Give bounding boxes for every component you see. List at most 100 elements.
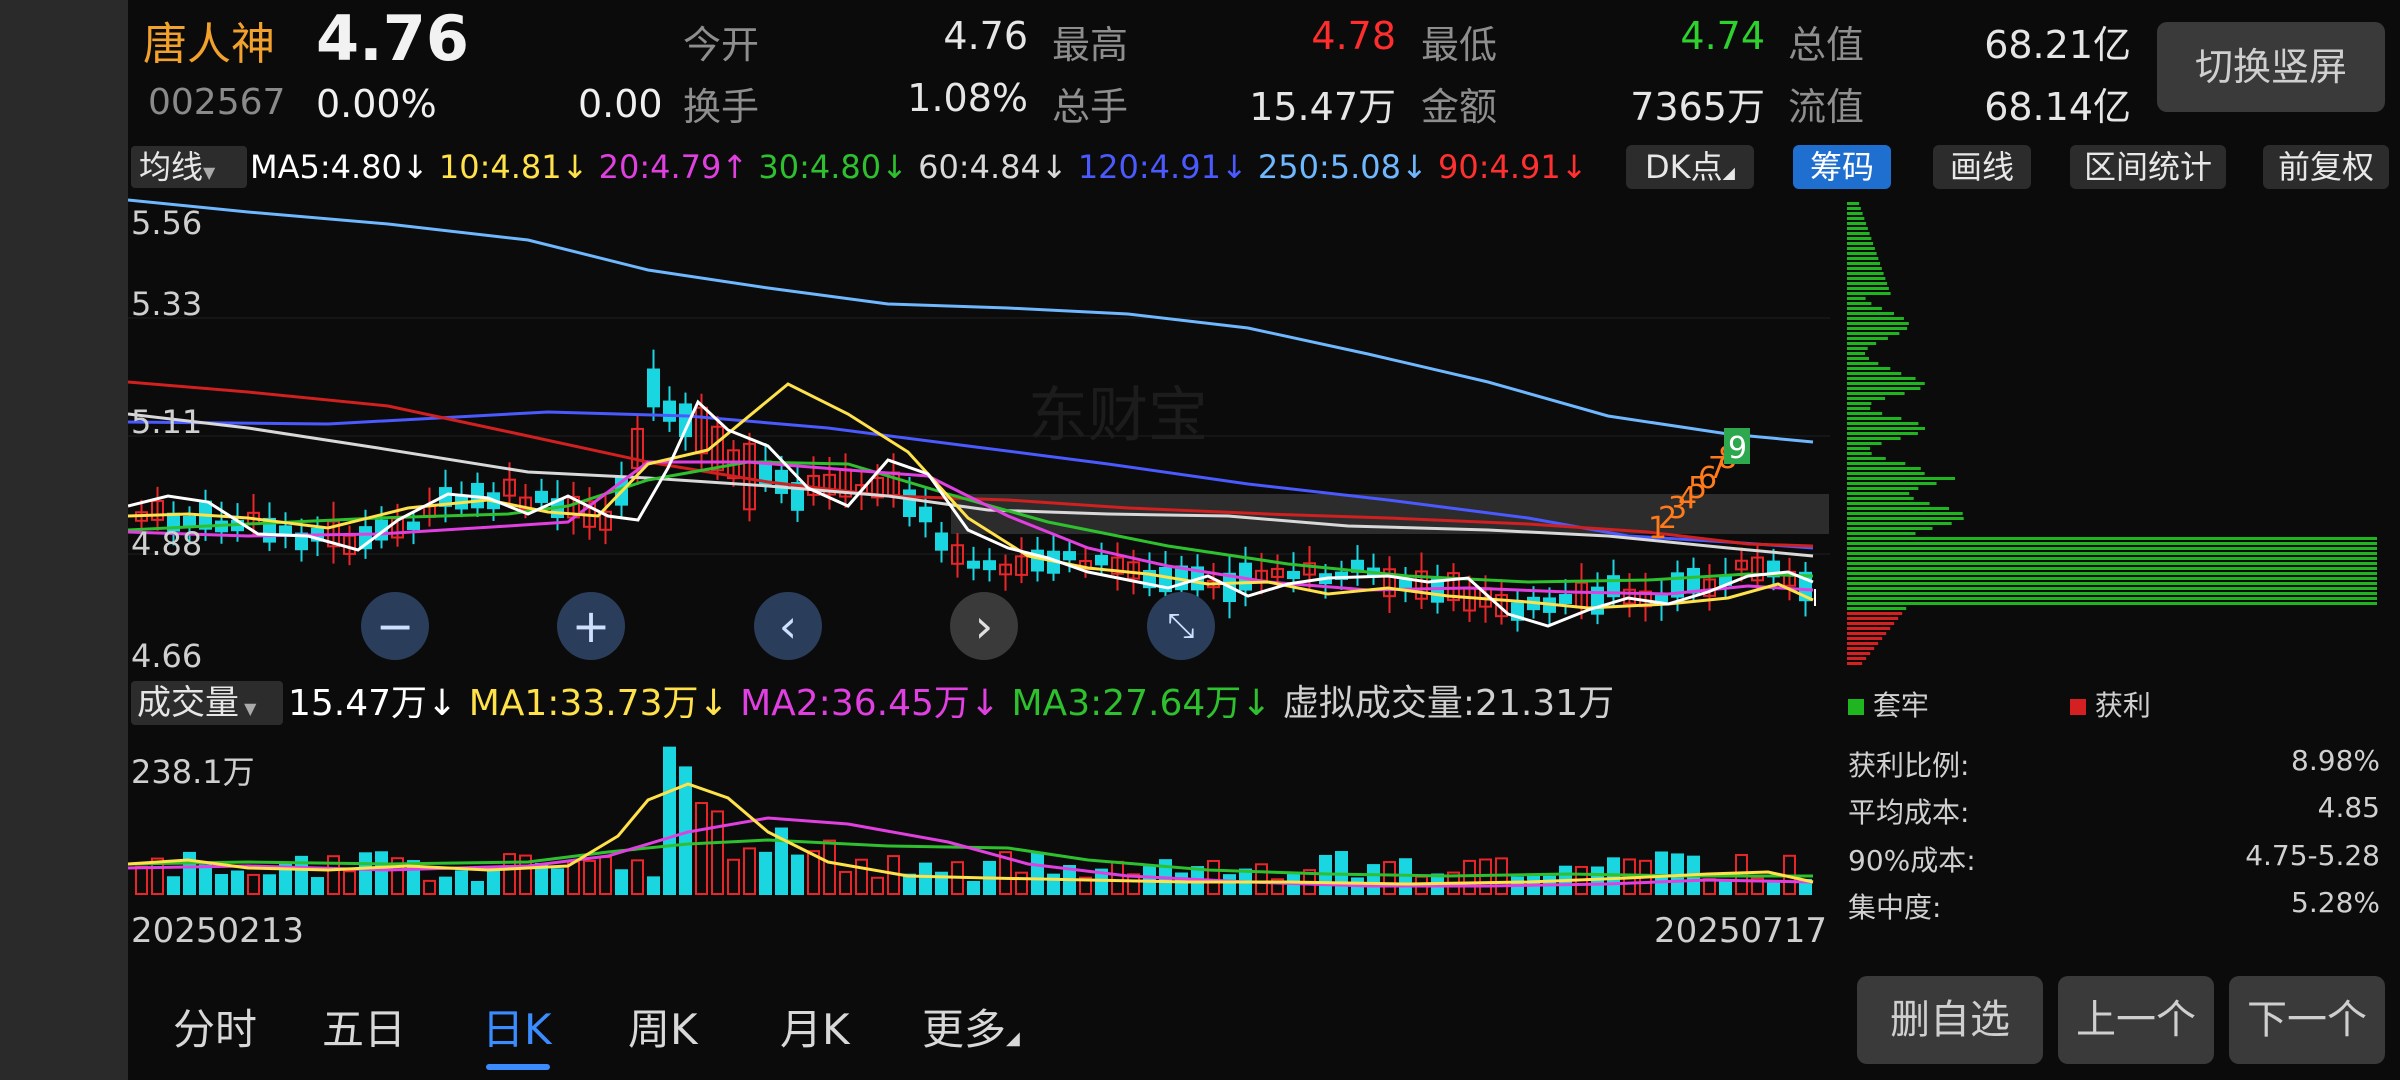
remove-watchlist-button[interactable]: 删自选 <box>1857 976 2043 1064</box>
chip-bar <box>1847 492 1910 495</box>
ma20-line <box>128 460 1814 596</box>
chip-bar <box>1847 482 1937 485</box>
chip-bar <box>1847 592 2377 595</box>
volume-chart[interactable] <box>128 736 1830 896</box>
chips-button[interactable]: 筹码 <box>1793 145 1891 189</box>
candle-body <box>1623 588 1636 605</box>
chip-bar <box>1847 282 1888 285</box>
red-square-icon <box>2070 699 2086 715</box>
volume-bar <box>311 877 324 895</box>
chip-bar <box>1847 657 1867 660</box>
volume-bar <box>1655 851 1668 895</box>
low-value: 4.74 <box>1680 14 1765 58</box>
candle-body <box>1127 561 1140 580</box>
candle-body <box>967 560 980 569</box>
volume-bar <box>151 857 164 895</box>
candle-body <box>1111 556 1124 575</box>
chip-bar <box>1847 227 1868 230</box>
chevron-right-icon: › <box>974 599 994 653</box>
candle-body <box>1591 586 1604 615</box>
chip-legend-trapped: 套牢 <box>1848 684 1929 724</box>
scroll-left-button[interactable]: ‹ <box>754 592 822 660</box>
volume-selector[interactable]: 成交量 ▼ <box>131 681 283 725</box>
candle-body <box>503 478 516 497</box>
open-label: 今开 <box>683 23 760 67</box>
switch-portrait-button[interactable]: 切换竖屏 <box>2157 22 2385 112</box>
volume-bar <box>183 851 196 895</box>
high-label: 最高 <box>1052 23 1129 67</box>
chip-stat-value-4: 5.28% <box>2291 886 2380 919</box>
price-label-1: 5.56 <box>131 204 203 242</box>
ma60-line <box>128 412 1814 558</box>
draw-line-button[interactable]: 画线 <box>1933 145 2031 189</box>
stock-code: 002567 <box>148 82 286 123</box>
chip-bar <box>1847 412 1883 415</box>
chip-bar <box>1847 632 1887 635</box>
volume-bar <box>1719 880 1732 895</box>
next-stock-button[interactable]: 下一个 <box>2229 976 2385 1064</box>
volume-bar <box>263 874 276 896</box>
ma120-line <box>128 410 1814 550</box>
chip-bar <box>1847 432 1918 435</box>
candle-body <box>1447 572 1460 602</box>
chip-bar <box>1847 332 1900 335</box>
high-value: 4.78 <box>1311 14 1396 58</box>
tab-daily-k[interactable]: 日K <box>482 1005 552 1054</box>
scroll-right-button[interactable]: › <box>950 592 1018 660</box>
chip-bar <box>1847 247 1875 250</box>
ma250-value: 250:5.08↓ <box>1257 148 1428 186</box>
zoom-out-button[interactable]: − <box>361 592 429 660</box>
volume-bar <box>743 847 756 895</box>
chip-bar <box>1847 577 2377 580</box>
tab-weekly-k[interactable]: 周K <box>628 1005 698 1054</box>
volume-bar <box>759 851 772 895</box>
reset-zoom-button[interactable]: ⤡ <box>1147 592 1215 660</box>
dk-point-button[interactable]: DK点◢ <box>1626 145 1754 189</box>
candle-body <box>695 406 708 455</box>
volume-bar <box>615 869 628 895</box>
ma30-value: 30:4.80↓ <box>758 148 908 186</box>
volume-bar <box>215 874 228 895</box>
chip-bar <box>1847 612 1903 615</box>
volume-bar <box>551 868 564 896</box>
mktcap-label: 总值 <box>1788 23 1865 67</box>
td-sequence-marks: 123456789 <box>1648 428 1750 546</box>
td-mark: 2 <box>1658 501 1677 536</box>
candle-body <box>1559 594 1572 605</box>
volume-bar <box>1383 861 1396 895</box>
dropdown-icon: ▼ <box>239 699 257 718</box>
ma5-line <box>128 399 1814 628</box>
chip-bar <box>1847 547 2377 550</box>
ma-selector[interactable]: 均线▼ <box>131 146 247 188</box>
candle-body <box>407 521 420 531</box>
chip-bar <box>1847 507 1950 510</box>
tab-more[interactable]: 更多◢ <box>922 996 1020 1057</box>
chip-bar <box>1847 617 1899 620</box>
chip-bar <box>1847 652 1871 655</box>
previous-stock-button[interactable]: 上一个 <box>2058 976 2214 1064</box>
float-label: 流值 <box>1788 85 1865 129</box>
chip-stat-label-2: 平均成本: <box>1848 796 1970 829</box>
candle-body <box>1671 572 1684 598</box>
candle-body <box>1799 571 1812 602</box>
tab-monthly-k[interactable]: 月K <box>780 1005 850 1054</box>
adjust-button[interactable]: 前复权 <box>2263 145 2389 189</box>
volume-label: 总手 <box>1052 85 1129 129</box>
range-stats-button[interactable]: 区间统计 <box>2070 145 2226 189</box>
kline-chart[interactable]: 东财宝 123456789 <box>128 196 1830 674</box>
volume-bar <box>247 873 260 895</box>
candle-body <box>919 506 932 523</box>
tab-five-day[interactable]: 五日 <box>322 1005 407 1054</box>
volume-bar <box>199 864 212 896</box>
volume-bar <box>503 853 516 895</box>
zoom-in-button[interactable]: + <box>557 592 625 660</box>
volume-bar <box>375 851 388 895</box>
chip-bar <box>1847 312 1894 315</box>
volume-bar <box>871 876 884 896</box>
chip-bar <box>1847 527 1933 530</box>
tab-intraday[interactable]: 分时 <box>173 1005 258 1054</box>
volume-bar <box>1367 864 1380 896</box>
chip-bar <box>1847 352 1866 355</box>
chip-bar <box>1847 512 1963 515</box>
candle-body <box>663 400 676 422</box>
